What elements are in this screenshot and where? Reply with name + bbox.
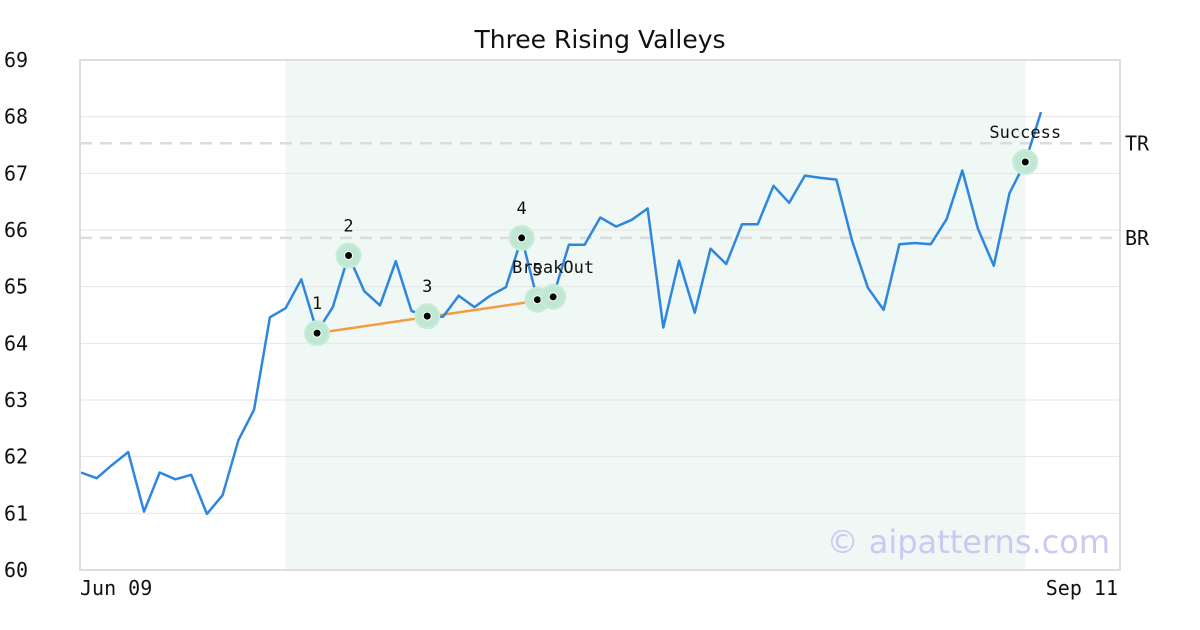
y-tick-label: 64 xyxy=(4,331,28,355)
y-tick-label: 69 xyxy=(4,48,28,72)
x-tick-label: Sep 11 xyxy=(1046,576,1118,600)
pattern-point: 4 xyxy=(508,199,535,251)
pattern-point: 3 xyxy=(414,277,441,330)
point-label: 4 xyxy=(517,199,527,219)
point-label: Success xyxy=(989,123,1061,143)
point-marker xyxy=(517,233,527,243)
series-layer xyxy=(80,111,1043,516)
plot-frame xyxy=(79,59,1121,571)
point-marker xyxy=(422,311,432,321)
point-marker xyxy=(548,292,558,302)
y-tick-label: 60 xyxy=(4,558,28,582)
point-label: 5 xyxy=(532,261,542,281)
y-axis-ticks: 60 61 62 63 64 65 66 67 68 69 xyxy=(4,48,28,582)
x-axis-ticks: Jun 09 Sep 11 xyxy=(80,576,1118,600)
point-label: 1 xyxy=(312,294,322,314)
point-label: BreakOut xyxy=(512,258,594,278)
price-line xyxy=(80,111,1043,516)
x-tick-label: Jun 09 xyxy=(80,576,152,600)
y-tick-label: 66 xyxy=(4,218,28,242)
pattern-point: 2 xyxy=(335,217,362,269)
y-tick-label: 62 xyxy=(4,445,28,469)
y-tick-label: 65 xyxy=(4,275,28,299)
point-marker xyxy=(312,328,322,338)
chart-title: Three Rising Valleys xyxy=(473,25,725,54)
point-marker xyxy=(1020,157,1030,167)
pattern-point: BreakOut xyxy=(512,258,594,310)
point-marker xyxy=(344,251,354,260)
y-tick-label: 67 xyxy=(4,161,28,185)
highlight-band xyxy=(285,60,1026,570)
point-label: 2 xyxy=(343,217,353,237)
y-tick-label: 63 xyxy=(4,388,28,412)
highlight-region xyxy=(285,60,1026,570)
y-tick-label: 61 xyxy=(4,501,28,525)
pattern-point: 1 xyxy=(304,294,331,347)
y-tick-label: 68 xyxy=(4,105,28,129)
point-label: 3 xyxy=(422,277,432,297)
reference-line-label: BR xyxy=(1125,226,1150,250)
pattern-point: Success xyxy=(989,123,1061,175)
reference-lines: TR BR xyxy=(80,131,1150,250)
reference-line-label: TR xyxy=(1125,131,1150,155)
watermark: © aipatterns.com xyxy=(827,523,1110,561)
